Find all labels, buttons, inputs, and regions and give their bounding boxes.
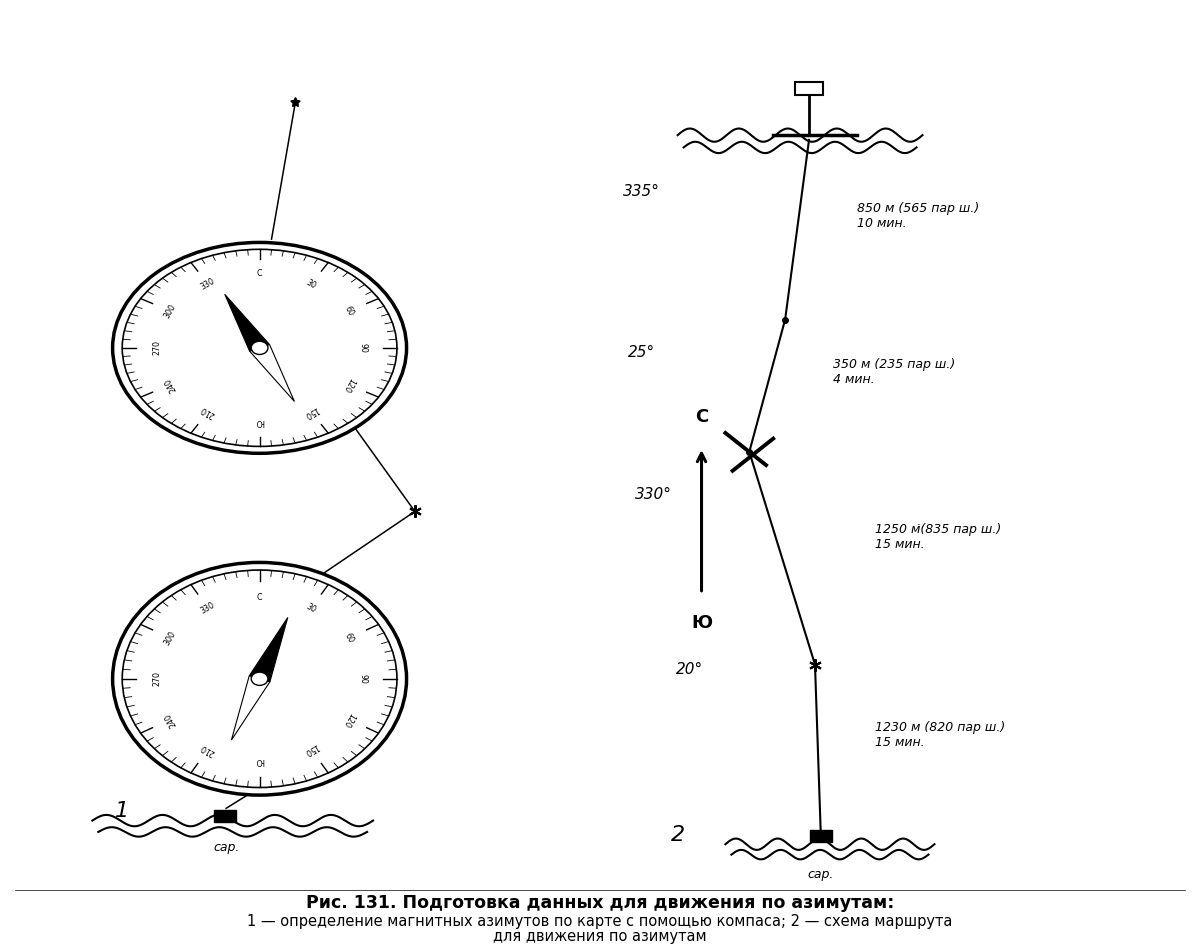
Text: 1 — определение магнитных азимутов по карте с помощью компаса; 2 — схема маршрут: 1 — определение магнитных азимутов по ка… (247, 914, 953, 929)
Text: С: С (257, 592, 263, 602)
Text: 150: 150 (302, 742, 320, 757)
Text: 20°: 20° (676, 662, 703, 677)
Text: 60: 60 (342, 304, 355, 318)
Text: 330: 330 (199, 600, 217, 616)
Text: 300: 300 (163, 630, 178, 647)
Text: 60: 60 (342, 631, 355, 645)
Text: 240: 240 (163, 710, 178, 728)
Bar (810, 830, 832, 843)
Text: 90: 90 (358, 343, 367, 353)
Text: 210: 210 (199, 742, 217, 757)
Text: 120: 120 (341, 376, 356, 394)
Text: 25°: 25° (629, 345, 655, 360)
Text: 120: 120 (341, 710, 356, 728)
Text: Ю: Ю (256, 417, 264, 426)
Ellipse shape (113, 562, 407, 795)
Text: 1250 м̇(835 пар ш.)
15 мин.: 1250 м̇(835 пар ш.) 15 мин. (875, 523, 1001, 551)
Text: 350 м (235 пар ш.)
4 мин.: 350 м (235 пар ш.) 4 мин. (833, 358, 955, 385)
Text: Рис. 131. Подготовка данных для движения по азимутам:: Рис. 131. Подготовка данных для движения… (306, 894, 894, 912)
Text: 300: 300 (163, 302, 178, 320)
Text: 30: 30 (305, 602, 318, 614)
Text: 330: 330 (199, 276, 217, 292)
Text: сар.: сар. (212, 842, 239, 854)
Bar (794, 82, 823, 95)
Text: 850 м (565 пар ш.)
10 мин.: 850 м (565 пар ш.) 10 мин. (857, 202, 979, 229)
Polygon shape (224, 294, 270, 351)
Text: 240: 240 (163, 376, 178, 394)
Text: С: С (257, 269, 263, 279)
Text: 335°: 335° (623, 184, 660, 200)
Text: 30: 30 (305, 278, 318, 290)
Text: 210: 210 (199, 404, 217, 419)
Text: 90: 90 (358, 674, 367, 684)
Text: 270: 270 (152, 340, 161, 356)
Text: для движения по азимутам: для движения по азимутам (493, 929, 707, 944)
Bar (214, 810, 235, 823)
Text: 1: 1 (115, 801, 130, 821)
Text: Ю: Ю (691, 614, 712, 632)
Text: Ю: Ю (256, 756, 264, 765)
Text: сар.: сар. (808, 868, 834, 881)
Polygon shape (232, 676, 270, 740)
Text: 2: 2 (671, 825, 685, 844)
Circle shape (251, 672, 268, 686)
Text: 150: 150 (302, 404, 320, 419)
Polygon shape (250, 344, 294, 401)
Text: 270: 270 (152, 671, 161, 687)
Circle shape (251, 341, 268, 355)
Text: С: С (695, 408, 708, 426)
Text: 330°: 330° (635, 487, 672, 502)
Text: 1230 м (820 пар ш.)
15 мин.: 1230 м (820 пар ш.) 15 мин. (875, 722, 1004, 749)
Ellipse shape (113, 243, 407, 454)
Polygon shape (250, 617, 288, 682)
